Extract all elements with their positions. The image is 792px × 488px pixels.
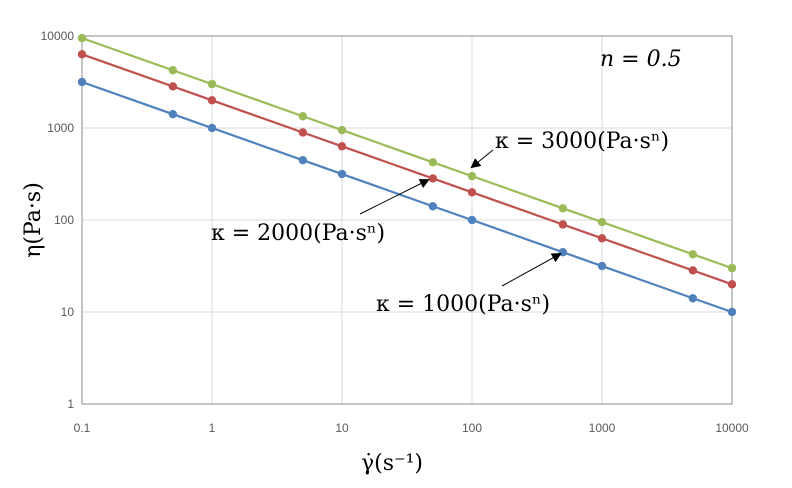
data-point — [597, 234, 607, 243]
data-point — [168, 66, 178, 75]
data-point — [428, 202, 438, 211]
data-point — [298, 128, 308, 137]
data-point — [77, 33, 87, 43]
data-point — [467, 188, 477, 197]
data-point — [168, 82, 178, 91]
x-tick-label: 0.1 — [74, 421, 91, 435]
data-point — [467, 215, 477, 225]
data-point — [207, 123, 217, 133]
arrow-k1000 — [501, 253, 562, 287]
data-point — [337, 125, 347, 135]
y-tick-label: 10000 — [41, 29, 75, 43]
data-point — [727, 307, 737, 317]
data-point — [688, 266, 698, 275]
data-point — [597, 261, 607, 271]
annotation-k2000: κ = 2000(Pa·sⁿ) — [211, 221, 385, 246]
annotation-n: n = 0.5 — [600, 47, 682, 72]
grid — [81, 35, 733, 405]
x-tick-label: 100 — [462, 421, 482, 435]
series-line-0 — [81, 80, 733, 314]
data-point — [558, 204, 568, 213]
y-tick-label: 10 — [61, 305, 75, 319]
y-axis-title: η(Pa·s) — [21, 182, 46, 258]
data-point — [207, 79, 217, 89]
plot-area-border — [81, 35, 733, 405]
data-point — [298, 155, 308, 165]
x-tick-labels: 0.1 1 10 100 1000 10000 — [74, 421, 749, 435]
data-point — [168, 109, 178, 119]
x-tick-label: 1000 — [589, 421, 616, 435]
data-point — [428, 158, 438, 167]
data-point — [428, 174, 438, 183]
data-point — [688, 250, 698, 259]
data-point — [207, 96, 217, 105]
data-point — [467, 171, 477, 181]
data-point — [337, 142, 347, 151]
x-tick-label: 10 — [335, 421, 349, 435]
data-point — [558, 220, 568, 229]
data-point — [597, 217, 607, 227]
series-lines — [81, 37, 733, 314]
y-tick-label: 1000 — [47, 121, 74, 135]
annotation-k1000: κ = 1000(Pa·sⁿ) — [376, 292, 550, 317]
y-tick-label: 1 — [67, 397, 74, 411]
x-tick-label: 1 — [209, 421, 216, 435]
y-tick-label: 100 — [54, 213, 74, 227]
data-point — [298, 112, 308, 121]
x-tick-label: 10000 — [715, 421, 749, 435]
arrow-k2000 — [359, 179, 430, 215]
data-point — [688, 294, 698, 303]
data-point — [337, 169, 347, 179]
series-points — [77, 33, 737, 317]
series-line-1 — [81, 53, 733, 286]
y-tick-labels: 1 10 100 1000 10000 — [41, 29, 75, 411]
data-point — [727, 280, 737, 289]
data-point — [558, 247, 568, 257]
data-point — [77, 77, 87, 87]
data-point — [727, 263, 737, 273]
annotation-k3000: κ = 3000(Pa·sⁿ) — [495, 129, 669, 154]
arrow-k3000 — [470, 149, 494, 169]
x-axis-title: γ̇(s⁻¹) — [361, 451, 423, 476]
data-point — [77, 50, 87, 59]
